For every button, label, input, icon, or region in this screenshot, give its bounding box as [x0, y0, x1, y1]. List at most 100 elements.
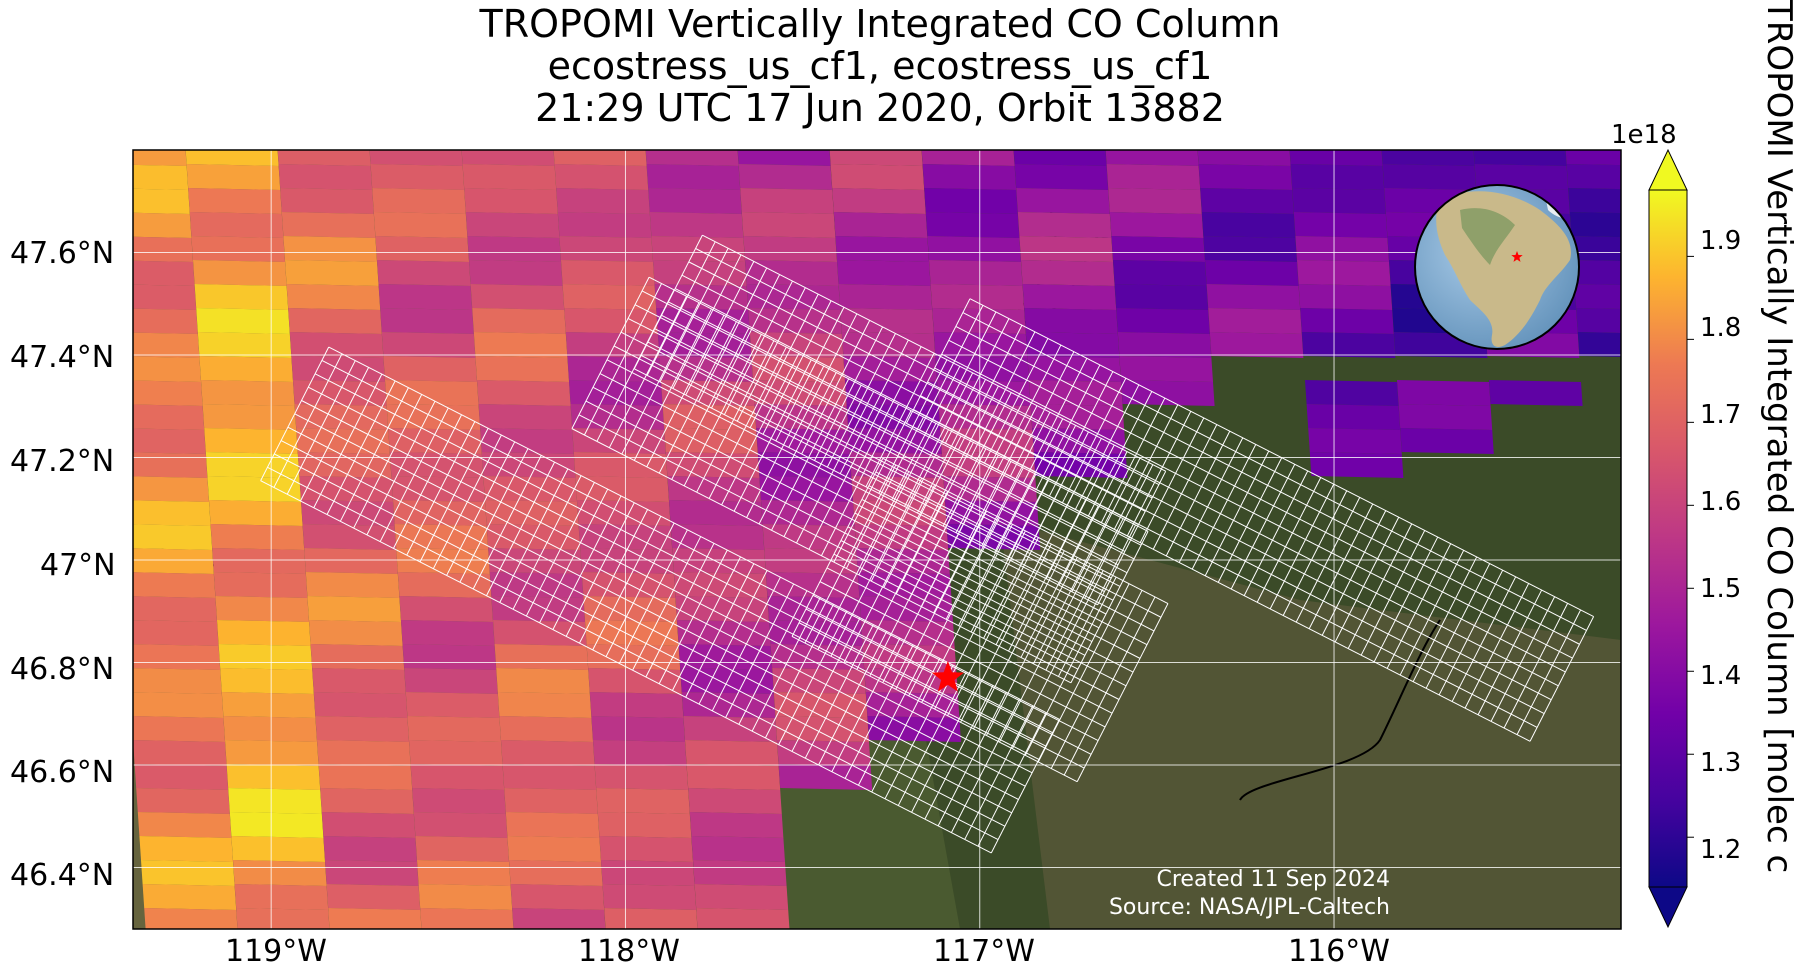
co-pixel — [765, 572, 860, 598]
co-pixel — [134, 764, 229, 790]
footprint-grid-line — [983, 338, 1049, 464]
co-pixel — [133, 476, 209, 502]
colorbar-tick-label: 1.2 — [1700, 835, 1742, 865]
co-pixel — [418, 884, 513, 910]
footprint-grid-line — [1347, 523, 1413, 649]
co-pixel — [933, 332, 1028, 358]
co-pixel — [1292, 188, 1386, 214]
co-pixel — [301, 500, 395, 526]
footprint-grid-line — [308, 386, 1040, 760]
footprint-grid-line — [274, 453, 1006, 827]
footprint-grid-line — [1048, 371, 1114, 497]
footprint-grid-line — [931, 311, 997, 437]
co-pixel — [1033, 452, 1128, 478]
footprint-grid-line — [957, 324, 1023, 451]
footprint-grid-line — [688, 261, 1153, 499]
footprint-grid-line — [585, 400, 1086, 656]
co-pixel — [678, 644, 773, 670]
co-pixel — [189, 212, 284, 238]
footprint-grid-line — [613, 345, 1114, 601]
co-pixel — [504, 788, 598, 814]
footprint-grid-line — [1503, 603, 1569, 729]
co-pixel — [499, 716, 593, 742]
co-pixel — [321, 812, 416, 838]
co-pixel — [1301, 332, 1396, 358]
lon-tick-label: 117°W — [933, 934, 1035, 969]
co-pixel — [142, 884, 237, 910]
footprint-grid-line — [948, 339, 1573, 659]
footprint-grid-line — [1139, 417, 1205, 543]
footprint-grid-line — [798, 622, 1085, 769]
lon-tick-label: 119°W — [225, 934, 327, 969]
co-pixel — [1116, 308, 1210, 334]
footprint-grid-line — [280, 440, 1012, 814]
co-pixel — [277, 150, 371, 166]
co-pixel — [485, 500, 579, 526]
co-pixel — [231, 836, 325, 862]
figure-title-line1: TROPOMI Vertically Integrated CO Column — [479, 2, 1281, 46]
co-pixel — [289, 332, 384, 358]
footprint-grid-line — [869, 497, 962, 677]
co-pixel — [199, 356, 293, 382]
co-pixel — [133, 308, 198, 334]
footprint-grid-line — [301, 400, 1033, 774]
co-pixel — [407, 716, 501, 742]
co-pixel — [685, 740, 779, 766]
co-pixel — [133, 332, 200, 358]
co-pixel — [773, 692, 868, 718]
footprint-grid-line — [1451, 576, 1517, 702]
footprint-grid-line — [681, 274, 1146, 512]
co-pixel — [693, 860, 787, 886]
footprint-grid-line — [627, 318, 1128, 574]
co-pixel — [1013, 150, 1107, 166]
co-pixel — [285, 260, 379, 286]
co-pixel — [832, 188, 926, 214]
footprint-grid-line — [1490, 596, 1556, 722]
co-pixel — [220, 668, 314, 694]
co-pixel — [740, 188, 834, 214]
co-pixel — [1381, 150, 1475, 166]
map-frame — [132, 149, 1622, 930]
footprint-grid-line — [875, 471, 1162, 618]
co-pixel — [133, 740, 227, 766]
co-pixel — [509, 860, 603, 886]
footprint-grid-line — [804, 464, 897, 644]
co-pixel — [1293, 212, 1388, 238]
co-pixel — [139, 836, 233, 862]
co-pixel — [133, 500, 211, 526]
co-pixel — [133, 150, 187, 166]
co-pixel — [564, 308, 658, 334]
co-pixel — [648, 188, 742, 214]
footprint-grid-line — [634, 304, 1135, 560]
co-pixel — [226, 764, 321, 790]
co-pixel — [323, 836, 417, 862]
co-pixel — [233, 860, 327, 886]
footprint-grid-line — [328, 346, 1060, 720]
co-pixel — [1105, 150, 1199, 166]
footprint-grid-line — [1282, 490, 1348, 616]
colorbar-tick-label: 1.3 — [1700, 748, 1742, 778]
footprint-grid-line — [294, 413, 1026, 787]
co-pixel — [464, 188, 558, 214]
footprint-grid-line — [267, 466, 999, 841]
co-pixel — [1025, 332, 1120, 358]
footprint-grid-line — [905, 298, 971, 424]
co-pixel — [197, 332, 292, 358]
footprint-grid-line — [920, 395, 1545, 714]
co-pixel — [404, 668, 498, 694]
footprint-grid-line — [702, 234, 1166, 472]
footprint-grid-line — [861, 498, 1148, 646]
co-pixel — [562, 284, 657, 310]
co-pixel — [133, 644, 221, 670]
co-pixel — [478, 404, 573, 430]
footprint-grid-line — [868, 485, 1155, 632]
co-pixel — [688, 788, 782, 814]
lat-tick-label: 46.6°N — [10, 755, 115, 790]
co-pixel — [1205, 260, 1299, 286]
co-pixel — [1021, 260, 1115, 286]
co-pixel — [218, 644, 313, 670]
footprint-grid-line — [571, 276, 650, 429]
co-pixel — [507, 836, 601, 862]
co-pixel — [1566, 164, 1621, 190]
co-pixel — [927, 236, 1021, 262]
